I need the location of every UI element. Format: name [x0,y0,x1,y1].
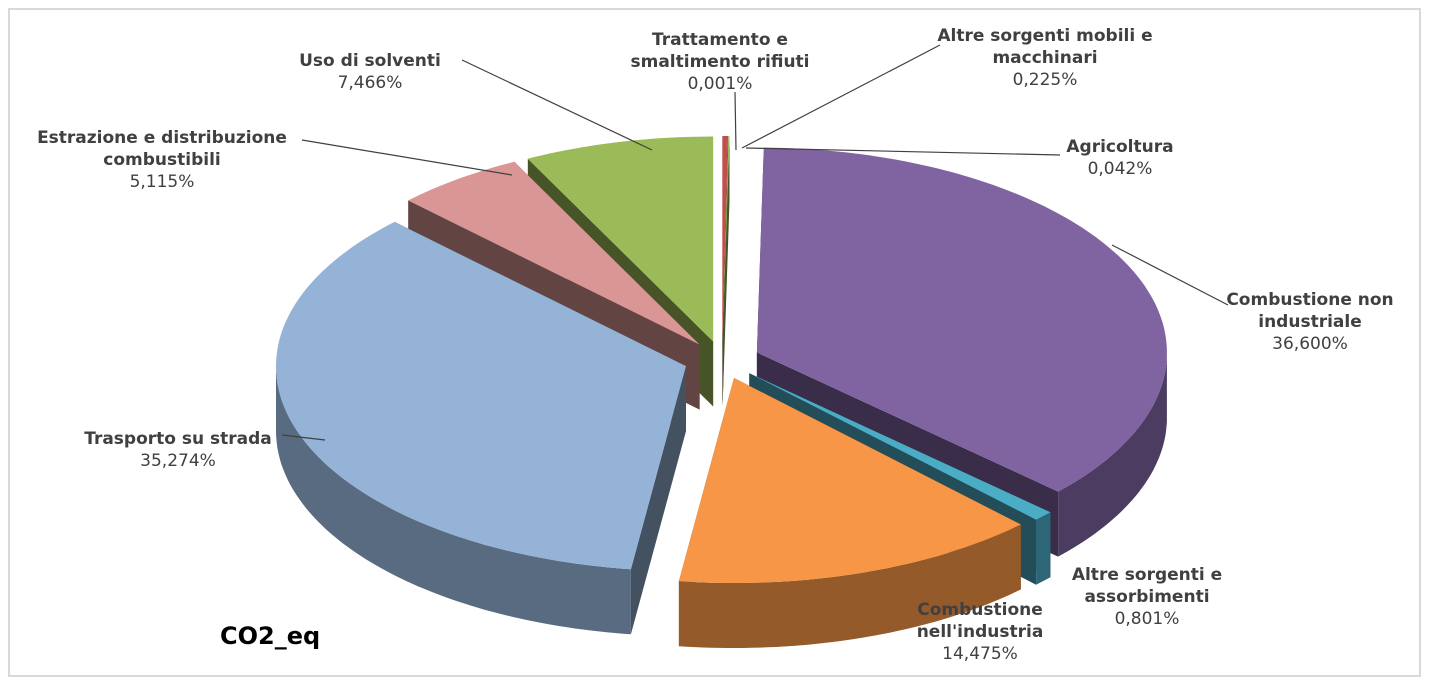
value-label: 0,042% [1087,159,1153,179]
slice [527,136,714,342]
category-label: Altre sorgenti mobili e macchinari [937,26,1153,68]
data-label: Combustione nell'industria 14,475% [905,599,1055,665]
category-label: Estrazione e distribuzione combustibili [37,128,287,170]
data-label: Trattamento e smaltimento rifiuti 0,001% [610,29,830,95]
leader-line [301,139,513,176]
data-label: Altre sorgenti e assorbimenti 0,801% [1057,564,1237,630]
leader-line [461,59,653,151]
chart-frame [8,8,1421,677]
data-label: Altre sorgenti mobili e macchinari 0,225% [930,25,1160,91]
slice [722,136,729,341]
data-label: Combustione non industriale 36,600% [1225,289,1395,355]
leader-line [741,44,941,149]
slice [678,378,1021,583]
slice-side [1036,512,1051,585]
value-label: 0,801% [1114,609,1180,629]
slice-wall [630,366,686,635]
slice-wall [722,136,730,406]
value-label: 36,600% [1272,334,1348,354]
chart-title: CO2_eq [220,622,321,650]
slice [756,147,1167,492]
category-label: Combustione nell'industria [916,600,1044,642]
category-label: Uso di solventi [299,51,441,71]
slice-group [678,378,1021,648]
slice [722,136,730,341]
leader-line [734,91,737,151]
data-label: Trasporto su strada 35,274% [68,428,288,472]
leader-line [281,434,326,441]
data-label: Uso di solventi 7,466% [280,50,460,94]
value-label: 35,274% [140,451,216,471]
slice-group [276,221,686,635]
slice [408,161,700,345]
slice-side [678,524,1021,648]
leader-line [745,147,1061,156]
data-label: Agricoltura 0,042% [1045,136,1195,180]
category-label: Altre sorgenti e assorbimenti [1071,565,1223,607]
category-label: Combustione non industriale [1226,290,1394,332]
value-label: 0,225% [1012,70,1078,90]
value-label: 0,001% [687,74,753,94]
slice [749,373,1051,520]
value-label: 14,475% [942,644,1018,664]
value-label: 7,466% [337,73,403,93]
slice [276,221,686,570]
leader-line [1111,244,1229,306]
slice-group [722,136,730,406]
category-label: Trattamento e smaltimento rifiuti [630,30,810,72]
value-label: 5,115% [129,172,195,192]
data-label: Estrazione e distribuzione combustibili 5… [12,127,312,193]
category-label: Trasporto su strada [84,429,272,449]
slice-side [276,366,631,635]
category-label: Agricoltura [1066,137,1174,157]
